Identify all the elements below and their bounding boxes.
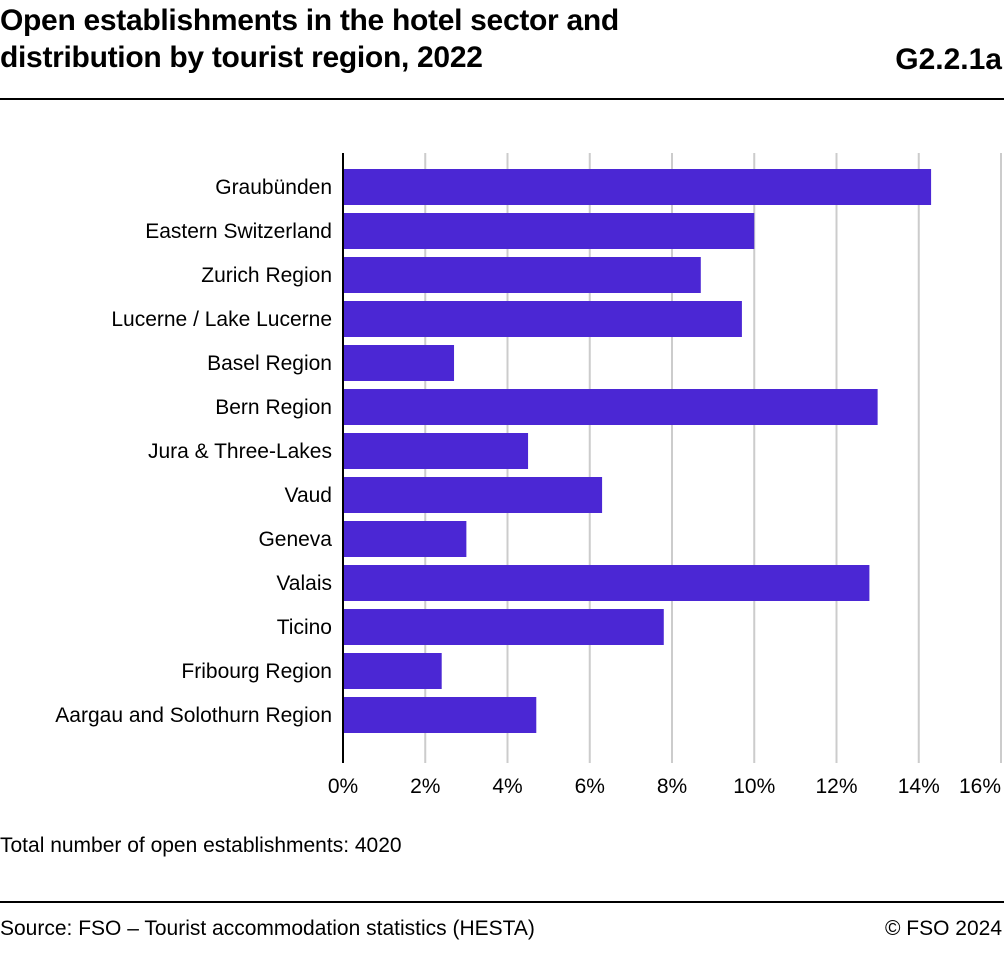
category-label-5: Bern Region [215,396,332,419]
bar-9 [343,565,870,601]
bar-10 [343,609,664,645]
bar-4 [343,345,455,381]
category-label-4: Basel Region [207,352,332,375]
x-tick-label-2: 2% [410,775,440,798]
x-tick-label-8: 8% [657,775,687,798]
copyright-text: © FSO 2024 [884,917,1002,940]
x-tick-label-10: 10% [733,775,775,798]
x-tick-label-6: 6% [575,775,605,798]
bar-0 [343,169,932,205]
category-label-2: Zurich Region [201,264,332,287]
bar-6 [343,433,529,469]
x-tick-label-0: 0% [328,775,358,798]
bar-12 [343,697,537,733]
category-label-6: Jura & Three-Lakes [148,440,332,463]
total-note: Total number of open establishments: 402… [0,834,402,857]
x-tick-label-4: 4% [492,775,522,798]
category-label-0: Graubünden [215,176,332,199]
bar-1 [343,213,755,249]
x-tick-label-14: 14% [898,775,940,798]
x-tick-label-12: 12% [815,775,857,798]
chart-id: G2.2.1a [895,43,1002,76]
category-label-3: Lucerne / Lake Lucerne [111,308,332,331]
bar-3 [343,301,742,337]
category-label-12: Aargau and Solothurn Region [55,704,332,727]
source-text: Source: FSO – Tourist accommodation stat… [0,917,535,940]
bar-chart: Graubünden Eastern Switzerland Zurich Regi… [55,153,1002,798]
bar-7 [343,477,603,513]
bar-5 [343,389,878,425]
category-label-8: Geneva [258,528,332,551]
bar-8 [343,521,467,557]
bar-2 [343,257,701,293]
category-label-9: Valais [276,572,332,595]
header-divider [0,98,1004,100]
category-label-1: Eastern Switzerland [145,220,332,243]
category-label-11: Fribourg Region [181,660,332,683]
category-label-10: Ticino [277,616,332,639]
footer-divider [0,901,1004,903]
title-line-1: Open establishments in the hotel sector … [0,4,619,37]
x-tick-label-16: 16% [959,775,1001,798]
bar-11 [343,653,442,689]
category-label-7: Vaud [285,484,333,507]
chart-title: Open establishments in the hotel sector … [0,2,820,76]
title-line-2: distribution by tourist region, 2022 [0,41,483,74]
